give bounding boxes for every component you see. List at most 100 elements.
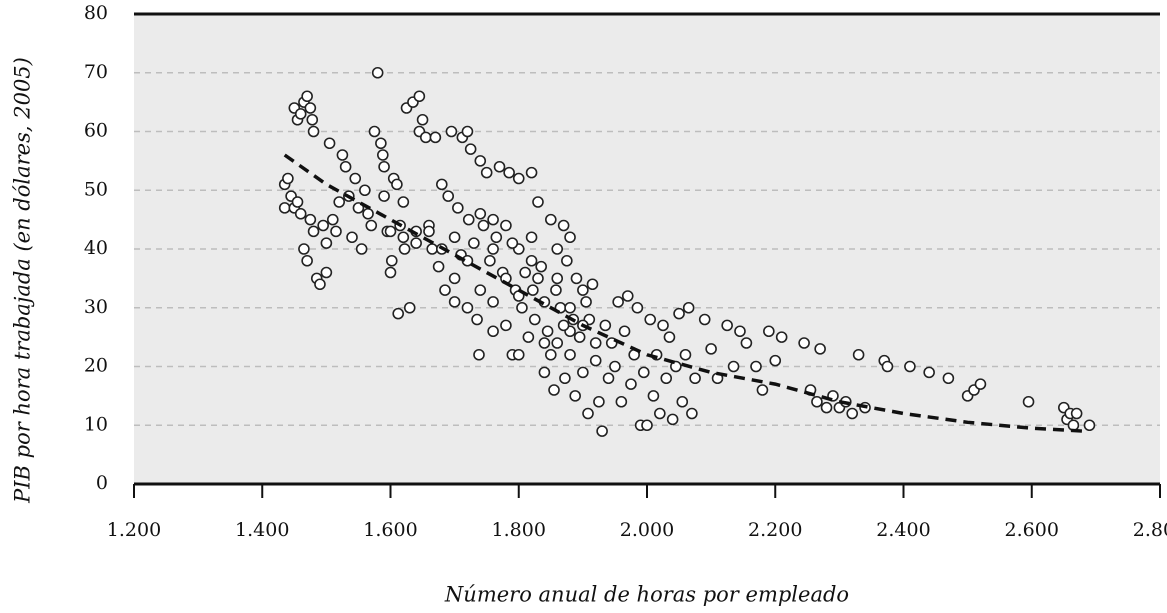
- point: [573, 331, 586, 343]
- point: [586, 278, 599, 291]
- point: [378, 190, 390, 202]
- point: [682, 301, 695, 314]
- point: [365, 219, 378, 232]
- point: [413, 90, 426, 103]
- point: [545, 348, 557, 361]
- point: [294, 207, 307, 220]
- point: [473, 348, 485, 361]
- point: [545, 213, 557, 226]
- point: [278, 202, 291, 214]
- point: [452, 202, 464, 214]
- point: [689, 372, 701, 385]
- point: [487, 296, 499, 308]
- y-axis-label: PIB por hora trabajada (en dólares, 2005…: [11, 57, 35, 504]
- point: [974, 378, 987, 390]
- x-tick-label: 2.200: [748, 519, 802, 541]
- point: [551, 337, 564, 349]
- point: [559, 372, 571, 385]
- point: [282, 172, 294, 185]
- point: [384, 266, 397, 279]
- point: [301, 254, 313, 267]
- point: [538, 337, 551, 349]
- point: [432, 260, 445, 273]
- y-tick-label: 0: [96, 472, 108, 494]
- point: [392, 307, 404, 320]
- point: [419, 131, 432, 144]
- point: [705, 343, 717, 355]
- point: [435, 178, 448, 191]
- point: [775, 331, 788, 343]
- point: [1022, 395, 1035, 408]
- y-tick-label: 80: [84, 2, 108, 24]
- point: [352, 202, 365, 214]
- point: [647, 390, 660, 402]
- point: [589, 354, 602, 367]
- point: [820, 401, 833, 414]
- point: [763, 325, 775, 338]
- point: [525, 231, 538, 244]
- x-tick-label: 2.800: [1133, 519, 1167, 541]
- point: [846, 407, 859, 420]
- point: [474, 155, 487, 167]
- point: [471, 313, 483, 326]
- point: [477, 219, 490, 232]
- point: [657, 319, 669, 332]
- point: [580, 296, 592, 308]
- point: [516, 301, 528, 314]
- point: [474, 207, 487, 220]
- point: [561, 254, 573, 267]
- point: [637, 366, 650, 379]
- point: [1070, 407, 1083, 420]
- point: [525, 166, 538, 179]
- point: [904, 360, 916, 373]
- point: [769, 354, 782, 367]
- point: [618, 325, 631, 338]
- point: [798, 337, 810, 349]
- point: [512, 348, 525, 361]
- point: [609, 360, 621, 373]
- point: [721, 319, 733, 332]
- point: [355, 243, 368, 255]
- point: [500, 219, 512, 232]
- point: [429, 131, 442, 144]
- point: [493, 160, 506, 173]
- point: [740, 337, 753, 349]
- point: [593, 395, 605, 408]
- point: [490, 231, 503, 244]
- point: [426, 243, 438, 255]
- point: [304, 102, 317, 114]
- point: [811, 395, 823, 408]
- point: [448, 231, 461, 244]
- point: [333, 196, 346, 208]
- y-tick-label: 20: [84, 355, 108, 377]
- point: [923, 366, 935, 379]
- point: [448, 272, 461, 285]
- point: [654, 407, 666, 420]
- point: [596, 425, 608, 437]
- point: [625, 378, 637, 390]
- point: [663, 331, 676, 343]
- point: [362, 207, 374, 220]
- point: [423, 225, 435, 238]
- point: [528, 313, 541, 326]
- point: [323, 137, 336, 150]
- x-tick-label: 2.400: [876, 519, 930, 541]
- point: [326, 213, 339, 226]
- point: [291, 196, 304, 208]
- point: [679, 348, 692, 361]
- point: [317, 219, 329, 232]
- point: [548, 384, 560, 396]
- point: [577, 284, 589, 296]
- point: [307, 125, 320, 138]
- point: [727, 360, 740, 373]
- y-tick-label: 40: [84, 237, 108, 259]
- point: [538, 366, 551, 379]
- point: [461, 301, 474, 314]
- point: [1067, 419, 1080, 432]
- point: [1083, 419, 1096, 432]
- point: [487, 213, 499, 226]
- y-tick-label: 70: [84, 61, 108, 83]
- point: [301, 90, 313, 103]
- point: [589, 337, 602, 349]
- point: [522, 331, 535, 343]
